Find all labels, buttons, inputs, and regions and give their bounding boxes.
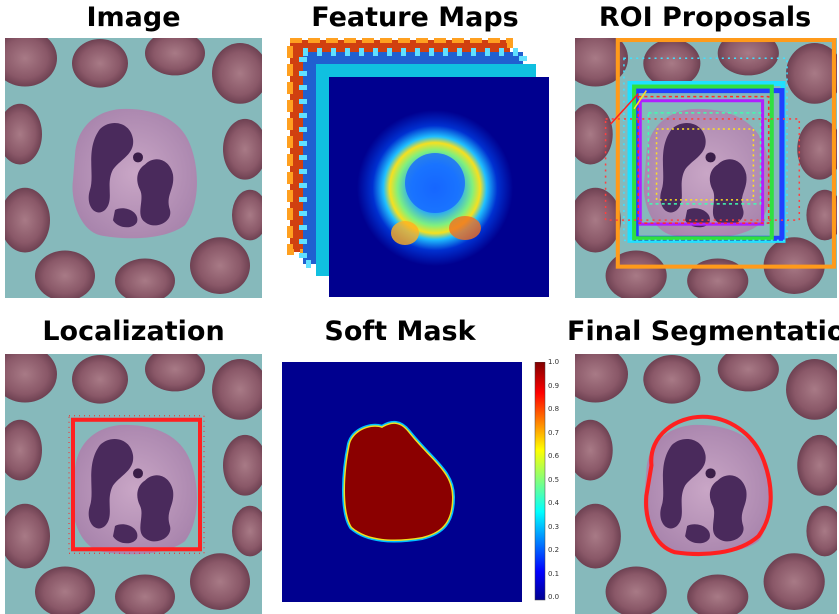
input-image-panel — [5, 38, 262, 298]
feature-maps-panel — [285, 38, 555, 300]
roi-proposals-panel — [575, 38, 837, 298]
colorbar-tick: 0.0 — [548, 593, 560, 601]
title-soft-mask: Soft Mask — [324, 316, 476, 347]
title-image: Image — [86, 2, 181, 33]
localization-panel — [5, 354, 262, 614]
colorbar-tick: 0.8 — [548, 405, 560, 413]
colorbar-tick: 0.5 — [548, 475, 560, 484]
colorbar-tick: 0.1 — [548, 569, 560, 578]
soft-mask-region — [345, 423, 452, 540]
colorbar-tick: 0.3 — [548, 522, 560, 531]
soft-mask-panel — [282, 362, 554, 602]
colorbar — [534, 362, 546, 601]
colorbar-tick: 1.0 — [548, 358, 560, 366]
final-segmentation-panel — [575, 354, 837, 614]
title-localization: Localization — [42, 316, 225, 347]
colorbar-tick: 0.6 — [548, 452, 560, 460]
colorbar-tick: 0.2 — [548, 546, 560, 554]
title-final-segmentation: Final Segmentation — [567, 316, 839, 347]
title-roi-proposals: ROI Proposals — [598, 2, 812, 33]
localization-box — [71, 417, 202, 552]
colorbar-tick: 0.9 — [548, 381, 560, 390]
colorbar-tick: 0.4 — [548, 499, 560, 507]
title-feature-maps: Feature Maps — [311, 2, 519, 33]
colorbar-ticks: 1.0 0.9 0.8 0.7 0.6 0.5 0.4 0.3 0.2 0.1 … — [548, 358, 568, 601]
segmentation-contour — [644, 414, 773, 557]
colorbar-tick: 0.7 — [548, 428, 560, 437]
